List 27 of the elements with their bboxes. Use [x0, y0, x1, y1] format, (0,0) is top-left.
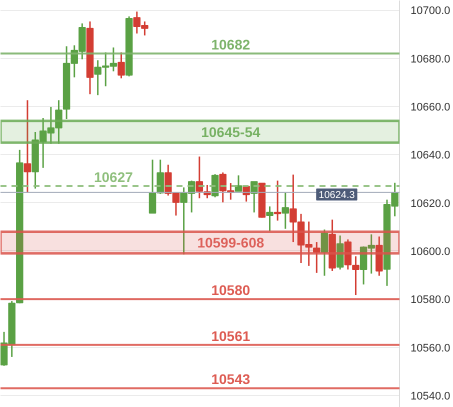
y-tick-label: 10560.0 [410, 342, 450, 354]
candlestick [313, 241, 320, 274]
y-tick-label: 10680.0 [410, 53, 450, 66]
y-tick-label: 10660.0 [410, 101, 450, 114]
y-tick-label: 10580.0 [410, 294, 450, 306]
y-tick-label: 10600.0 [410, 246, 450, 258]
candlestick [274, 180, 282, 222]
ref-line-label: 10627 [94, 168, 134, 185]
ref-line-label: 10580 [211, 282, 250, 298]
candlestick [336, 234, 344, 270]
ref-line-label: 10624.3 [318, 190, 356, 201]
candlestick [344, 238, 352, 270]
ref-line-label: 10682 [211, 36, 250, 52]
band-label: 10599-608 [197, 234, 264, 251]
band-label: 10645-54 [201, 124, 260, 140]
y-tick-label: 10700.0 [410, 5, 450, 18]
candlestick [266, 206, 274, 232]
candlestick [118, 52, 125, 80]
ref-line-label: 10543 [211, 371, 250, 388]
candlestick [320, 228, 328, 277]
ref-line-label: 10561 [211, 328, 250, 344]
candlestick [352, 256, 360, 296]
candlestick [282, 192, 290, 230]
candlestick [24, 99, 32, 194]
y-tick-label: 10620.0 [410, 198, 450, 210]
y-tick-label: 10640.0 [410, 150, 450, 162]
y-tick-label: 10540.0 [410, 390, 450, 402]
